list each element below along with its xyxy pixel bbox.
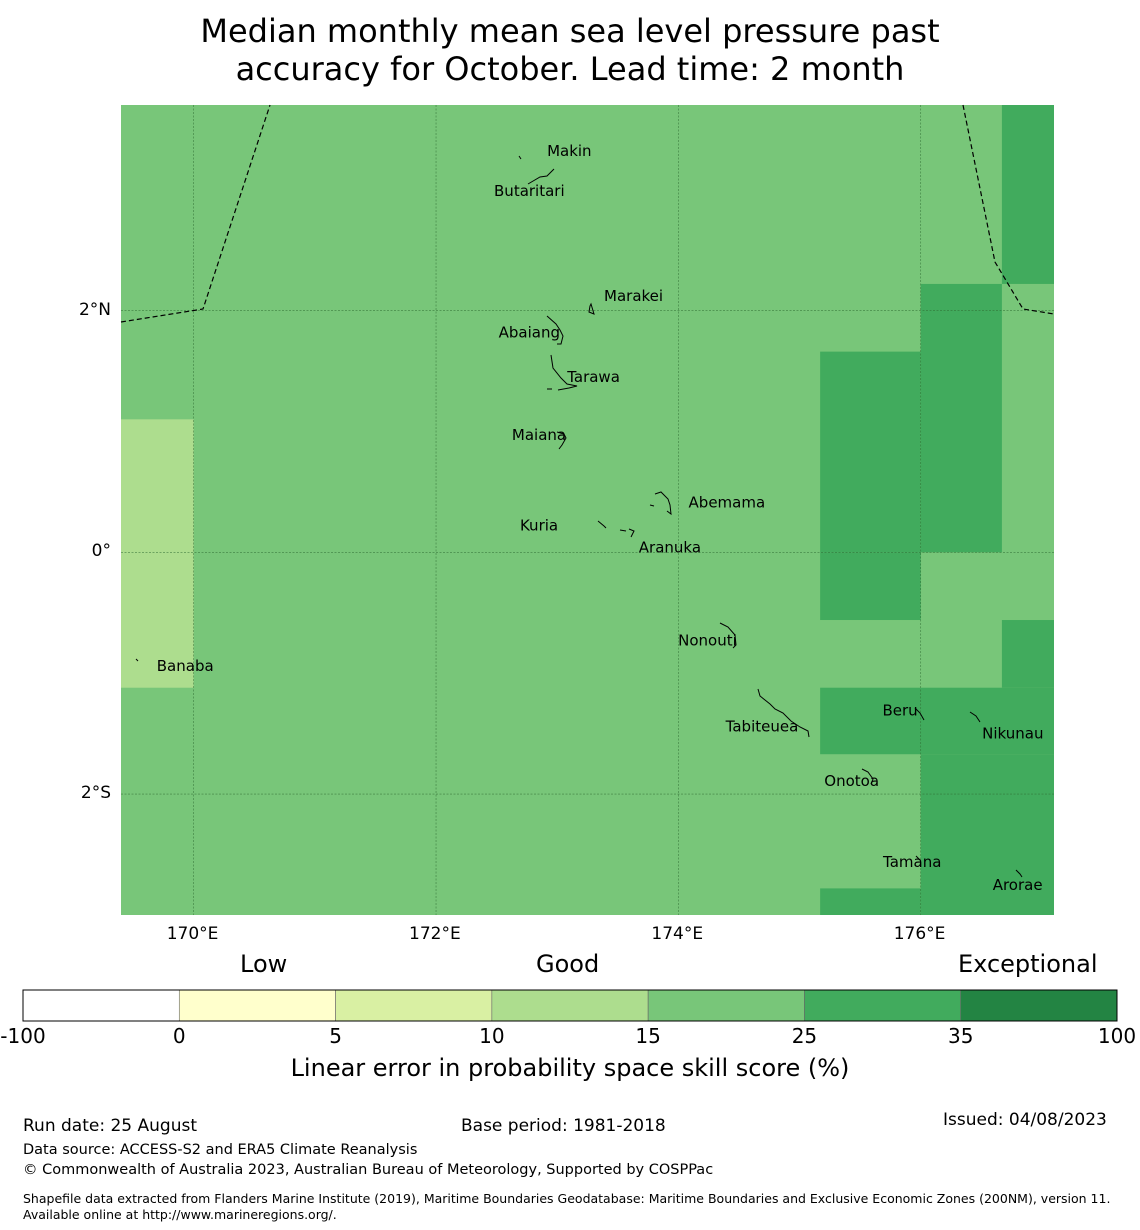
colorbar-tick-label: 15 — [635, 1024, 661, 1048]
island-outline — [915, 855, 921, 861]
island-label: Abaiang — [499, 323, 560, 341]
colorbar — [22, 989, 1118, 1022]
colorbar-tick-label: 25 — [791, 1024, 818, 1048]
lat-tick-label: 0° — [91, 541, 111, 562]
colorbar-segment — [22, 989, 180, 1022]
island-outline — [649, 504, 655, 507]
skill-cell — [920, 754, 1054, 915]
island-label: Nikunau — [982, 725, 1043, 743]
island-label: Maiana — [512, 426, 566, 444]
colorbar-segment — [335, 989, 493, 1022]
skill-cell — [820, 687, 1054, 755]
island-label: Arorae — [993, 876, 1043, 894]
skill-cell — [820, 351, 921, 553]
skill-cell — [121, 419, 194, 688]
island-label: Tarawa — [566, 368, 620, 386]
island-label: Kuria — [520, 517, 558, 535]
colorbar-tick-label: 100 — [1097, 1024, 1137, 1048]
island-outline — [719, 622, 737, 649]
island-outline — [527, 168, 555, 185]
copyright: © Commonwealth of Australia 2023, Austra… — [23, 1162, 714, 1178]
island-outline — [619, 529, 627, 532]
colorbar-heading-exceptional: Exceptional — [958, 950, 1098, 978]
island-label: Onotoa — [824, 772, 879, 790]
colorbar-tick-label: -100 — [0, 1024, 46, 1048]
island-outline — [588, 302, 595, 315]
island-outline — [757, 688, 810, 738]
colorbar-segment — [804, 989, 962, 1022]
colorbar-label: Linear error in probability space skill … — [290, 1054, 850, 1082]
lon-tick-label: 170°E — [166, 924, 219, 944]
island-label: Nonouti — [678, 632, 737, 650]
issued-date: Issued: 04/08/2023 — [943, 1110, 1107, 1130]
island-label: Makin — [547, 142, 592, 160]
title-line-1: Median monthly mean sea level pressure p… — [200, 12, 940, 50]
island-outline — [518, 155, 522, 160]
skill-cell — [1001, 620, 1054, 688]
lat-tick-label: 2°N — [78, 299, 111, 320]
colorbar-segment — [647, 989, 805, 1022]
lon-tick-label: 172°E — [409, 924, 461, 944]
skill-cell — [820, 552, 921, 621]
colorbar-segment — [960, 989, 1118, 1022]
eez-boundary-east — [962, 104, 1055, 315]
island-outline — [914, 707, 925, 721]
title-line-2: accuracy for October. Lead time: 2 month — [235, 50, 905, 88]
eez-boundary-west — [120, 104, 271, 323]
island-outline — [550, 354, 578, 391]
island-outline — [597, 520, 607, 529]
island-label: Tabiteuea — [725, 717, 799, 735]
skill-cell — [920, 283, 1002, 553]
map-area: Makin Butaritari Marakei Abaiang Tarawa Maian… — [120, 104, 1055, 915]
island-label: Tamana — [882, 853, 941, 871]
island-outline — [135, 658, 139, 662]
island-label: Marakei — [604, 287, 663, 305]
colorbar-heading-good: Good — [536, 950, 600, 978]
chart-title: Median monthly mean sea level pressure p… — [0, 12, 1140, 88]
island-outline — [546, 315, 564, 345]
colorbar-tick-label: 5 — [329, 1024, 342, 1048]
island-outline — [628, 528, 635, 538]
colorbar-segment — [178, 989, 336, 1022]
island-outline — [861, 768, 874, 785]
island-label: Banaba — [157, 657, 214, 675]
island-label: Beru — [883, 702, 918, 720]
island-outline — [969, 711, 981, 723]
run-date: Run date: 25 August — [23, 1116, 197, 1136]
colorbar-tick-label: 35 — [947, 1024, 974, 1048]
island-outline — [1015, 869, 1023, 878]
lon-tick-label: 176°E — [893, 924, 946, 944]
island-outline — [556, 431, 567, 450]
lon-tick-label: 174°E — [651, 924, 704, 944]
colorbar-frame — [22, 989, 1118, 1022]
island-label: Butaritari — [494, 182, 565, 200]
island-label: Abemama — [689, 494, 766, 512]
base-period: Base period: 1981-2018 — [461, 1116, 666, 1136]
colorbar-heading-low: Low — [240, 950, 288, 978]
data-source: Data source: ACCESS-S2 and ERA5 Climate … — [23, 1142, 418, 1158]
skill-cell — [820, 888, 921, 915]
island-outline — [654, 491, 672, 516]
island-label: Aranuka — [639, 538, 701, 556]
lat-tick-label: 2°S — [80, 783, 111, 804]
colorbar-segment — [491, 989, 649, 1022]
shapefile-credit: Shapefile data extracted from Flanders M… — [23, 1191, 1111, 1222]
colorbar-tick-label: 10 — [479, 1024, 505, 1048]
skill-cell — [1001, 105, 1054, 284]
colorbar-tick-label: 0 — [172, 1024, 186, 1048]
